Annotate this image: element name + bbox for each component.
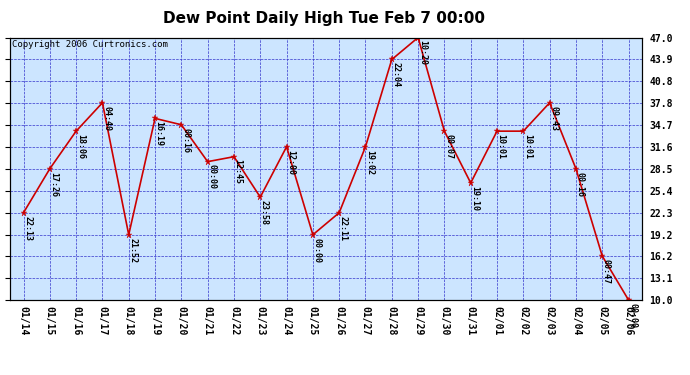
Text: 00:47: 00:47 [602,259,611,284]
Text: 09:43: 09:43 [549,105,558,130]
Text: 18:06: 18:06 [76,134,85,159]
Text: 00:16: 00:16 [181,128,190,153]
Text: 04:40: 04:40 [102,105,111,130]
Text: 19:10: 19:10 [471,186,480,211]
Text: 00:00: 00:00 [313,237,322,262]
Text: 22:13: 22:13 [23,216,32,240]
Text: 12:45: 12:45 [234,159,243,184]
Text: 22:11: 22:11 [339,216,348,240]
Text: 00:00: 00:00 [207,164,216,189]
Text: 00:07: 00:07 [444,134,453,159]
Text: 10:01: 10:01 [497,134,506,159]
Text: Copyright 2006 Curtronics.com: Copyright 2006 Curtronics.com [12,40,168,49]
Text: 19:02: 19:02 [365,150,374,174]
Text: 23:58: 23:58 [260,200,269,225]
Text: 22:04: 22:04 [391,62,400,87]
Text: 10:20: 10:20 [417,40,426,65]
Text: 17:26: 17:26 [50,171,59,196]
Text: 16:19: 16:19 [155,121,164,146]
Text: 21:52: 21:52 [128,237,137,262]
Text: 12:00: 12:00 [286,150,295,174]
Text: 00:16: 00:16 [575,171,584,196]
Text: 00:00: 00:00 [628,303,637,328]
Text: Dew Point Daily High Tue Feb 7 00:00: Dew Point Daily High Tue Feb 7 00:00 [164,11,485,26]
Text: 10:01: 10:01 [523,134,532,159]
